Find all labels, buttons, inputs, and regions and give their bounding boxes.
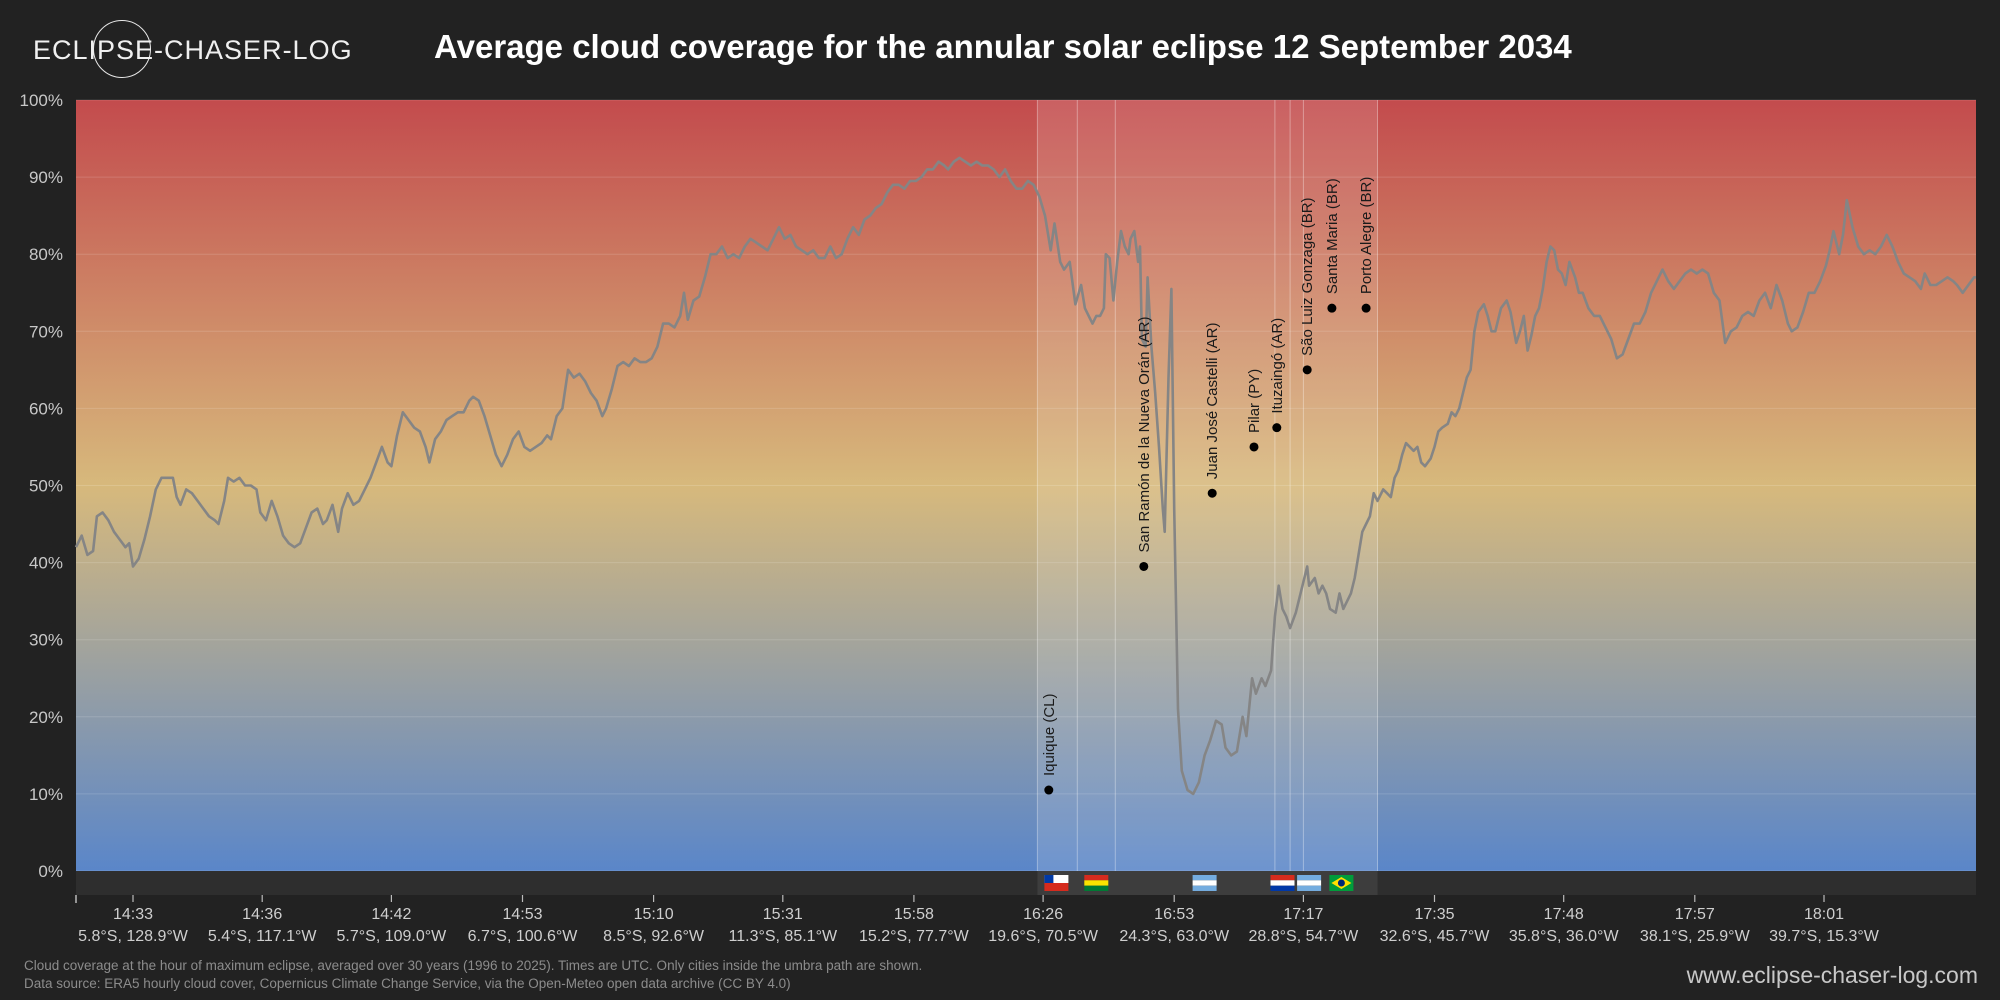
city-label: Ituzaingó (AR) [1269, 318, 1286, 414]
city-label: Juan José Castelli (AR) [1204, 322, 1221, 479]
x-tick-time: 14:33 [113, 906, 153, 923]
y-tick-label: 20% [29, 708, 63, 727]
x-tick-time: 15:10 [634, 906, 674, 923]
x-tick-coord: 38.1°S, 25.9°W [1640, 928, 1751, 945]
logo-text: ECLIPSE-CHASER-LOG [33, 35, 353, 65]
city-marker [1044, 785, 1054, 795]
website-link[interactable]: www.eclipse-chaser-log.com [1686, 962, 1978, 988]
city-label: Iquique (CL) [1041, 693, 1058, 776]
x-tick-time: 18:01 [1804, 906, 1844, 923]
x-tick-coord: 5.8°S, 128.9°W [78, 928, 189, 945]
flag-stripe [1297, 885, 1322, 891]
x-tick-coord: 32.6°S, 45.7°W [1380, 928, 1491, 945]
flag-stripe [1270, 875, 1295, 881]
city-marker [1302, 365, 1312, 375]
x-tick-time: 17:57 [1675, 906, 1715, 923]
y-tick-label: 100% [20, 91, 63, 110]
x-tick-time: 14:36 [242, 906, 282, 923]
y-tick-label: 40% [29, 554, 63, 573]
flag-strip [76, 871, 1976, 895]
city-label: Pilar (PY) [1246, 369, 1263, 433]
flag-stripe [1084, 885, 1109, 891]
flag-br-globe [1337, 879, 1345, 887]
flag-stripe [1044, 875, 1069, 883]
city-marker [1327, 303, 1337, 313]
flag-stripe [1084, 880, 1109, 886]
flag-stripe [1192, 875, 1217, 881]
x-tick-coord: 24.3°S, 63.0°W [1119, 928, 1230, 945]
x-tick-coord: 15.2°S, 77.7°W [859, 928, 970, 945]
y-tick-label: 10% [29, 785, 63, 804]
flag-stripe [1192, 880, 1217, 886]
y-tick-label: 30% [29, 631, 63, 650]
city-marker [1207, 488, 1217, 498]
city-label: San Ramón de la Nueva Orán (AR) [1136, 317, 1153, 553]
x-tick-time: 15:31 [763, 906, 803, 923]
x-tick-coord: 19.6°S, 70.5°W [988, 928, 1099, 945]
x-tick-coord: 39.7°S, 15.3°W [1769, 928, 1880, 945]
city-label: Santa Maria (BR) [1324, 178, 1341, 294]
y-tick-label: 80% [29, 245, 63, 264]
city-marker [1272, 423, 1282, 433]
x-tick-coord: 28.8°S, 54.7°W [1249, 928, 1360, 945]
x-tick-coord: 6.7°S, 100.6°W [468, 928, 579, 945]
flag-stripe [1192, 885, 1217, 891]
y-tick-label: 70% [29, 322, 63, 341]
y-tick-label: 0% [38, 862, 63, 881]
x-tick-coord: 11.3°S, 85.1°W [729, 928, 838, 945]
x-tick-coord: 5.7°S, 109.0°W [337, 928, 448, 945]
flag-stripe [1044, 883, 1069, 891]
city-marker [1139, 561, 1149, 571]
cloud-coverage-line [74, 156, 1976, 796]
logo: ECLIPSE-CHASER-LOG [33, 20, 352, 80]
x-tick-coord: 8.5°S, 92.6°W [603, 928, 705, 945]
flag-stripe [1297, 880, 1322, 886]
x-tick-time: 17:35 [1414, 906, 1454, 923]
city-marker [1249, 442, 1259, 452]
y-tick-label: 60% [29, 399, 63, 418]
flag-stripe [1297, 875, 1322, 881]
city-marker [1361, 303, 1371, 313]
chart-title: Average cloud coverage for the annular s… [434, 28, 1572, 65]
x-tick-time: 15:58 [894, 906, 934, 923]
x-tick-coord: 35.8°S, 36.0°W [1509, 928, 1620, 945]
plot-background [76, 100, 1976, 871]
x-tick-time: 16:26 [1023, 906, 1063, 923]
footnote-method: Cloud coverage at the hour of maximum ec… [24, 958, 923, 973]
x-tick-time: 14:53 [502, 906, 542, 923]
x-tick-time: 17:17 [1283, 906, 1323, 923]
city-label: Porto Alegre (BR) [1358, 177, 1375, 295]
x-tick-time: 14:42 [371, 906, 411, 923]
x-tick-coord: 5.4°S, 117.1°W [208, 928, 317, 945]
y-tick-label: 90% [29, 168, 63, 187]
logo-ring-icon [93, 20, 151, 78]
footnote-source: Data source: ERA5 hourly cloud cover, Co… [24, 976, 791, 991]
flag-stripe [1084, 875, 1109, 881]
flag-stripe [1270, 885, 1295, 891]
flag-stripe [1270, 880, 1295, 886]
y-tick-label: 50% [29, 477, 63, 496]
x-tick-time: 17:48 [1544, 906, 1584, 923]
city-label: São Luiz Gonzaga (BR) [1299, 197, 1316, 355]
flag-stripe [1044, 875, 1054, 883]
x-tick-time: 16:53 [1154, 906, 1194, 923]
umbra-land-band [1037, 100, 1378, 871]
